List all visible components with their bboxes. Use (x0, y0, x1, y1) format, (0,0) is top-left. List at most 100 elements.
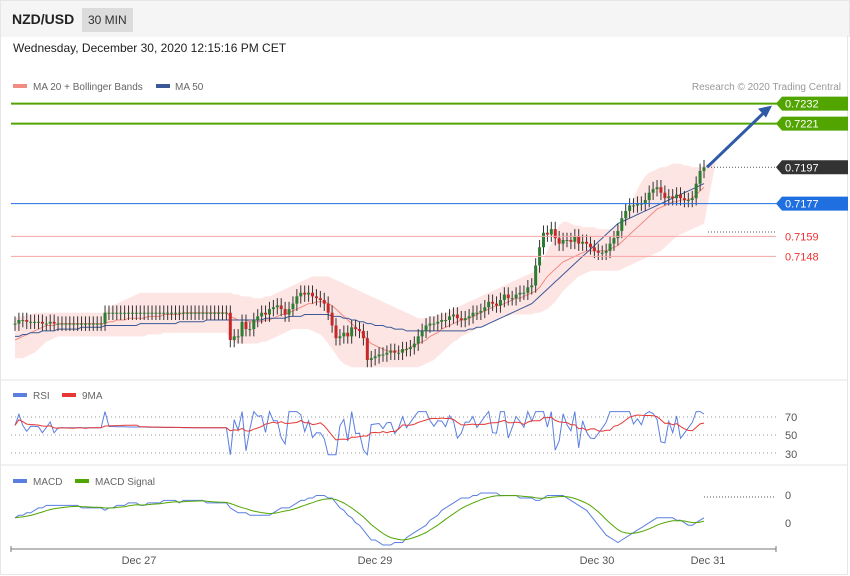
candle (385, 345, 389, 362)
symbol-label: NZD/USD (12, 11, 75, 27)
candle (408, 340, 412, 357)
level-label: 0.7197 (785, 162, 819, 174)
candle (569, 232, 573, 250)
candle (663, 185, 667, 206)
candle (588, 236, 592, 255)
level-0.7232: 0.7232 (11, 96, 848, 111)
candle (33, 314, 37, 330)
candle (36, 314, 40, 330)
candle (21, 312, 25, 328)
candle (154, 305, 158, 320)
candle (346, 325, 350, 344)
candle (127, 305, 131, 320)
candle (193, 305, 197, 320)
legend-macd: MACD (33, 477, 62, 488)
level-0.7159: 0.7159 (11, 231, 819, 243)
price-pane (13, 160, 716, 368)
candle (83, 316, 87, 331)
candle (264, 305, 268, 322)
candle (185, 305, 189, 320)
macd-tick-bottom: 0 (785, 518, 791, 530)
candle (111, 305, 115, 320)
level-0.7177: 0.7177 (11, 196, 848, 211)
candle (224, 305, 228, 320)
candle (166, 305, 170, 320)
candle (240, 314, 244, 344)
candle (217, 305, 221, 320)
candle (123, 305, 127, 320)
candle (655, 180, 659, 197)
candle (377, 347, 381, 364)
candle (201, 305, 205, 320)
level-0.7221: 0.7221 (11, 116, 848, 131)
candle (295, 289, 299, 311)
candle (702, 160, 706, 179)
candle (365, 330, 369, 368)
candle (354, 320, 358, 337)
timeframe-badge[interactable]: 30 MIN (82, 8, 133, 32)
candle (463, 310, 467, 328)
candle (248, 321, 252, 337)
candle (48, 314, 52, 331)
candle (326, 296, 330, 320)
copyright: Research © 2020 Trading Central (692, 82, 841, 93)
candle (72, 316, 76, 331)
candle (115, 305, 119, 320)
candle (432, 316, 436, 331)
candle (585, 234, 589, 251)
candle (29, 314, 33, 330)
chart-frame (0, 36, 848, 575)
level-label: 0.7159 (785, 231, 819, 243)
price-levels: 0.7232 0.7221 0.7197 0.7177 0.7159 0.7148 (11, 96, 848, 263)
candle (311, 285, 315, 304)
ma50-series (15, 183, 705, 337)
candle (671, 189, 675, 206)
candle (267, 301, 271, 322)
candle (369, 350, 373, 368)
candle (283, 301, 287, 322)
level-0.7148: 0.7148 (11, 251, 819, 263)
candle (134, 305, 138, 320)
level-0.7197: 0.7197 (708, 160, 848, 175)
candle (232, 329, 236, 348)
candle (244, 314, 248, 337)
candle (303, 285, 307, 302)
legend-swatch-ma50 (156, 84, 170, 88)
candle (428, 316, 432, 333)
candle (506, 287, 510, 306)
datetime-label: Wednesday, December 30, 2020 12:15:16 PM… (13, 41, 287, 55)
candle (322, 292, 326, 311)
candle (213, 305, 217, 320)
candle (52, 314, 56, 331)
candle (416, 329, 420, 351)
candle (604, 243, 608, 260)
candle (498, 292, 502, 313)
candle (17, 312, 21, 331)
candle (455, 307, 459, 326)
candle (252, 312, 256, 337)
candle (522, 285, 526, 300)
candle (40, 314, 44, 331)
candle (404, 341, 408, 357)
candle (451, 307, 455, 324)
candle (103, 305, 107, 331)
candle (616, 223, 620, 246)
candle (138, 305, 142, 320)
candle (189, 305, 193, 320)
candle (342, 325, 346, 344)
candle (694, 176, 698, 206)
candle (487, 294, 491, 315)
bollinger-band (15, 161, 716, 368)
candle (205, 305, 209, 320)
candle (162, 305, 166, 320)
candle (330, 305, 334, 333)
macd-series (14, 492, 705, 546)
candle (107, 305, 111, 320)
candle (25, 312, 29, 330)
candle (60, 316, 64, 331)
legend-rsi: RSI (33, 391, 50, 402)
candle (675, 187, 679, 206)
candle (80, 316, 84, 331)
candle (146, 305, 150, 320)
candle (318, 290, 322, 308)
